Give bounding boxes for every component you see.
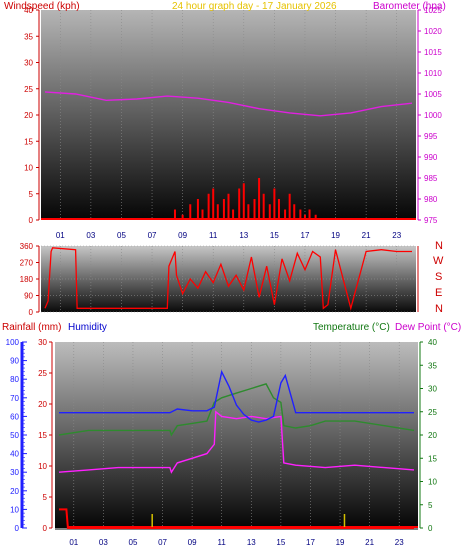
- temperature-x-tick-label: 13: [247, 538, 256, 547]
- temperature-axis-title: Temperature (°C): [313, 322, 390, 333]
- wind-x-tick-label: 21: [362, 231, 371, 240]
- compass-label-east: E: [435, 287, 442, 299]
- rainfall-tick-label: 30: [38, 338, 47, 347]
- wind-x-tick-label: 23: [392, 231, 401, 240]
- barometer-axis-title: Barometer (hpa): [373, 1, 446, 12]
- rainfall-tick-label: 15: [38, 431, 47, 440]
- barometer-tick-label: 975: [424, 216, 438, 225]
- rainfall-tick-label: 10: [38, 462, 47, 471]
- wind-x-tick-label: 13: [239, 231, 248, 240]
- direction-tick-label: 180: [20, 275, 34, 284]
- dewpoint-series-line: [58, 410, 415, 474]
- humidity-tick-label: 100: [6, 338, 20, 347]
- wind-tick-label: 30: [24, 59, 33, 68]
- humidity-tick-label: 50: [10, 431, 19, 440]
- barometer-tick-label: 1000: [424, 111, 442, 120]
- direction-tick-label: 360: [20, 242, 34, 251]
- temperature-x-tick-label: 21: [365, 538, 374, 547]
- barometer-tick-label: 1020: [424, 27, 442, 36]
- barometer-tick-label: 1015: [424, 48, 442, 57]
- wind-direction-series-line: [44, 247, 412, 311]
- wind-plot-area: [41, 10, 416, 220]
- temperature-tick-label: 25: [428, 408, 437, 417]
- compass-label-south: S: [435, 271, 442, 283]
- temperature-tick-label: 10: [428, 478, 437, 487]
- direction-tick-label: 270: [20, 259, 34, 268]
- temperature-series-line: [58, 383, 415, 437]
- humidity-tick-label: 90: [10, 357, 19, 366]
- humidity-tick-label: 10: [10, 505, 19, 514]
- humidity-tick-label: 0: [15, 524, 20, 533]
- windspeed-axis-title: Windspeed (kph): [4, 1, 80, 12]
- wind-x-tick-label: 15: [270, 231, 279, 240]
- humidity-tick-label: 40: [10, 450, 19, 459]
- barometer-tick-label: 990: [424, 153, 438, 162]
- wind-tick-label: 35: [24, 32, 33, 41]
- barometer-tick-label: 1005: [424, 90, 442, 99]
- wind-x-tick-label: 01: [56, 231, 65, 240]
- temperature-x-tick-label: 09: [188, 538, 197, 547]
- humidity-tick-label: 20: [10, 487, 19, 496]
- barometer-series-line: [44, 91, 413, 117]
- barometer-tick-label: 1010: [424, 69, 442, 78]
- temperature-tick-label: 20: [428, 431, 437, 440]
- temperature-tick-label: 15: [428, 454, 437, 463]
- direction-tick-label: 90: [24, 292, 33, 301]
- wind-tick-label: 25: [24, 85, 33, 94]
- chart-marks: 0510152025303540975980985990995100010051…: [6, 6, 443, 547]
- wind-x-tick-label: 17: [301, 231, 310, 240]
- direction-tick-label: 0: [29, 308, 34, 317]
- wind-x-tick-label: 09: [178, 231, 187, 240]
- rainfall-tick-label: 0: [43, 524, 48, 533]
- wind-x-tick-label: 03: [86, 231, 95, 240]
- graph-title: 24 hour graph day - 17 January 2026: [172, 1, 337, 12]
- wind-tick-label: 10: [24, 164, 33, 173]
- temperature-tick-label: 5: [428, 501, 433, 510]
- temperature-tick-label: 40: [428, 338, 437, 347]
- temperature-x-tick-label: 17: [306, 538, 315, 547]
- compass-label-bottom: N: [435, 303, 443, 315]
- temperature-tick-label: 35: [428, 361, 437, 370]
- rainfall-axis-title: Rainfall (mm): [2, 322, 61, 333]
- temperature-tick-label: 0: [428, 524, 433, 533]
- temperature-x-tick-label: 19: [336, 538, 345, 547]
- humidity-series-line: [59, 369, 414, 423]
- wind-x-tick-label: 11: [209, 231, 218, 240]
- temperature-x-tick-label: 15: [276, 538, 285, 547]
- barometer-tick-label: 985: [424, 174, 438, 183]
- humidity-axis-title: Humidity: [68, 322, 107, 333]
- temperature-x-tick-label: 11: [218, 538, 227, 547]
- temperature-x-tick-label: 05: [129, 538, 138, 547]
- wind-tick-label: 15: [24, 137, 33, 146]
- compass-label-west: W: [433, 255, 444, 267]
- wind-tick-label: 5: [29, 190, 34, 199]
- humidity-tick-label: 80: [10, 375, 19, 384]
- wind-tick-label: 20: [24, 111, 33, 120]
- dewpoint-axis-title: Dew Point (°C): [395, 322, 461, 333]
- temperature-x-tick-label: 23: [395, 538, 404, 547]
- temperature-x-tick-label: 01: [69, 538, 78, 547]
- wind-x-tick-label: 19: [331, 231, 340, 240]
- temperature-x-tick-label: 07: [158, 538, 167, 547]
- humidity-tick-label: 60: [10, 412, 19, 421]
- temperature-plot-area: [55, 342, 418, 528]
- barometer-tick-label: 995: [424, 132, 438, 141]
- compass-label-top: N: [435, 240, 443, 252]
- humidity-tick-label: 30: [10, 468, 19, 477]
- wind-x-tick-label: 07: [148, 231, 157, 240]
- barometer-tick-label: 1025: [424, 6, 442, 15]
- rainfall-tick-label: 25: [38, 369, 47, 378]
- rainfall-tick-label: 5: [43, 493, 48, 502]
- wind-x-tick-label: 05: [117, 231, 126, 240]
- temperature-x-tick-label: 03: [99, 538, 108, 547]
- humidity-tick-label: 70: [10, 394, 19, 403]
- barometer-tick-label: 980: [424, 195, 438, 204]
- temperature-tick-label: 30: [428, 385, 437, 394]
- rainfall-tick-label: 20: [38, 400, 47, 409]
- wind-tick-label: 0: [29, 216, 34, 225]
- wind-tick-label: 40: [24, 6, 33, 15]
